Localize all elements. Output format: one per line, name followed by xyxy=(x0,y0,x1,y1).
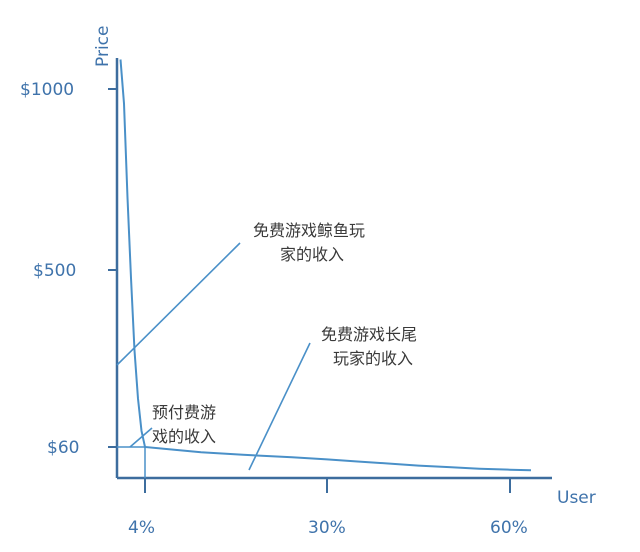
prepaid-annotation-line-2: 戏的收入 xyxy=(152,427,216,446)
prepaid-leader-line xyxy=(129,427,153,448)
y-tick-label-1000: $1000 xyxy=(20,80,74,100)
x-tick-label-60: 60% xyxy=(490,518,528,538)
prepaid-bracket xyxy=(117,446,146,478)
whale-leader-line xyxy=(116,242,241,366)
x-axis-title: User xyxy=(557,488,596,508)
y-tick-label-500: $500 xyxy=(33,261,76,281)
prepaid-annotation-line-1: 预付费游 xyxy=(152,403,216,422)
whale-annotation-line-1: 免费游戏鲸鱼玩 xyxy=(253,221,365,240)
y-axis-title: Price xyxy=(93,26,113,67)
x-tick-label-4: 4% xyxy=(128,518,155,538)
x-tick-label-30: 30% xyxy=(308,518,346,538)
longtail-annotation-line-1: 免费游戏长尾 xyxy=(321,325,417,344)
y-tick-label-60: $60 xyxy=(47,438,79,458)
series-line xyxy=(119,59,532,472)
longtail-annotation-line-2: 玩家的收入 xyxy=(333,349,413,368)
whale-annotation-line-2: 家的收入 xyxy=(280,245,344,264)
longtail-leader-line xyxy=(248,342,311,471)
